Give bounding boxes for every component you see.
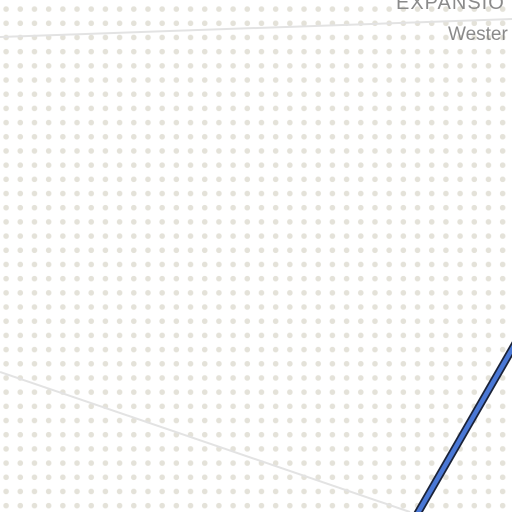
route-line-outline[interactable] [408, 318, 512, 512]
area-label-expansion: EXPANSIO [396, 0, 505, 14]
route-line[interactable] [408, 318, 512, 512]
road-top [0, 18, 512, 38]
area-label-western: Wester [448, 24, 508, 45]
road-diagonal [0, 371, 411, 512]
